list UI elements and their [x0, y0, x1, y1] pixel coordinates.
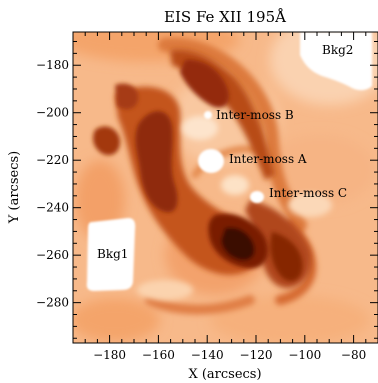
solar-image	[73, 32, 378, 343]
label-inter-moss-a: Inter-moss A	[229, 152, 307, 166]
bright-plasma	[137, 116, 332, 300]
y-tick-label: −180	[36, 58, 69, 72]
inter-moss-b-region	[204, 111, 212, 119]
y-axis: −180 −200 −220 −240 −260 −280	[36, 40, 378, 339]
label-bkg2: Bkg2	[322, 43, 353, 57]
plot-frame	[72, 31, 378, 344]
y-tick-label: −280	[36, 296, 69, 310]
y-tick-label: −220	[36, 153, 69, 167]
x-tick-label: −180	[93, 348, 126, 362]
y-tick-label: −240	[36, 201, 69, 215]
x-tick-label: −120	[240, 348, 273, 362]
y-tick-label: −260	[36, 248, 69, 262]
bkg1-region	[86, 218, 136, 291]
x-tick-label: −80	[341, 348, 366, 362]
label-bkg1: Bkg1	[97, 247, 128, 261]
inter-moss-a-region	[198, 149, 224, 173]
label-inter-moss-c: Inter-moss C	[269, 186, 347, 200]
dark-moss	[92, 59, 303, 282]
x-tick-label: −100	[288, 348, 321, 362]
x-tick-label: −160	[142, 348, 175, 362]
figure-title: EIS Fe XII 195Å	[164, 8, 286, 26]
y-tick-label: −200	[36, 106, 69, 120]
x-axis-label: X (arcsecs)	[188, 367, 261, 382]
x-tick-label: −140	[191, 348, 224, 362]
x-axis: −180 −160 −140 −120 −100 −80	[72, 32, 378, 362]
bkg2-region	[300, 32, 372, 91]
y-axis-label: Y (arcsecs)	[7, 151, 22, 224]
inter-moss-c-region	[250, 191, 264, 203]
label-inter-moss-b: Inter-moss B	[216, 108, 294, 122]
region-markers	[86, 32, 372, 291]
